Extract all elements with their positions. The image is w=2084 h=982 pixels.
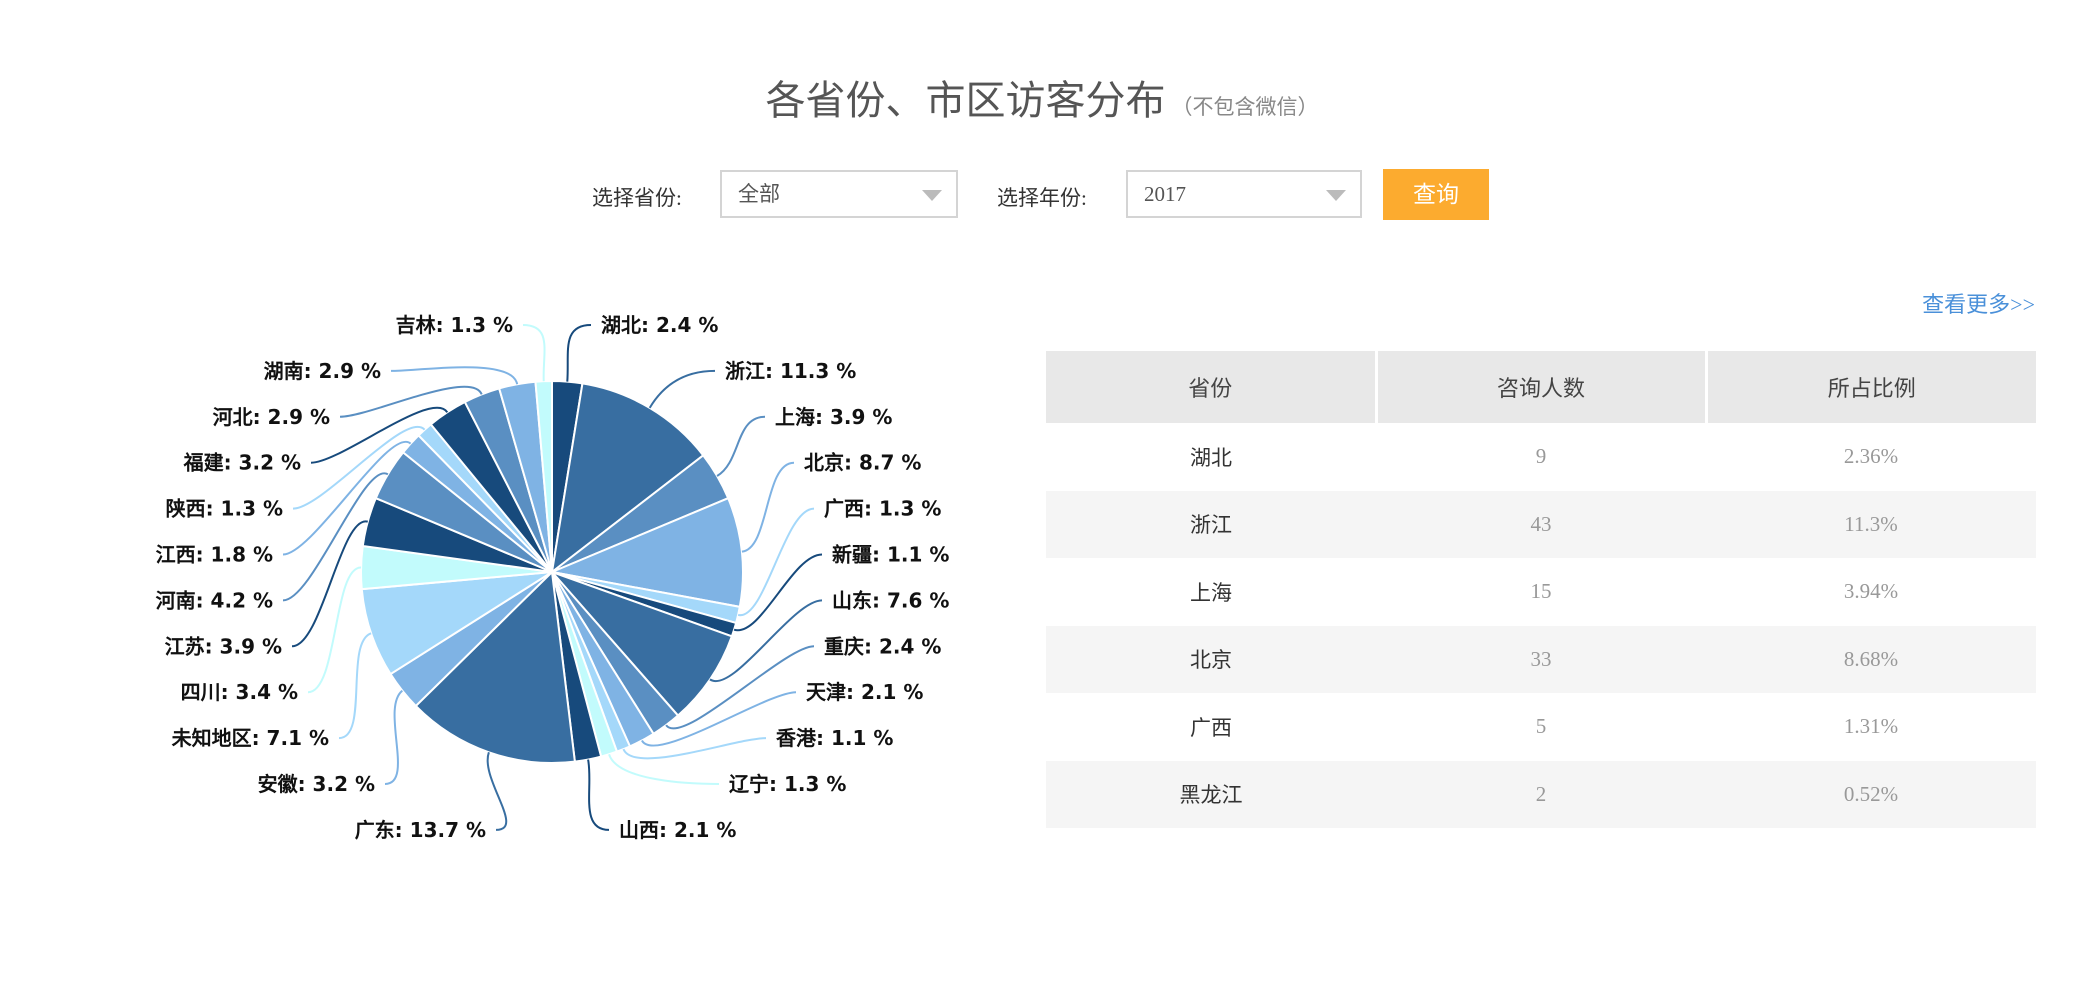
- slice-label: 未知地区: 7.1 %: [172, 726, 329, 750]
- slice-label: 山东: 7.6 %: [832, 588, 949, 612]
- view-more-link[interactable]: 查看更多>>: [1922, 292, 2035, 317]
- table-row: 湖北 9 2.36%: [1046, 423, 2036, 491]
- pie-slice-山东[interactable]: [548, 569, 734, 717]
- slice-label: 四川: 3.4 %: [181, 680, 298, 704]
- column-header: 咨询人数: [1374, 351, 1706, 423]
- slice-label: 浙江: 11.3 %: [725, 359, 856, 383]
- count-cell: 43: [1376, 490, 1706, 558]
- leader-line: [733, 553, 823, 632]
- leader-line: [338, 632, 372, 740]
- column-header: 所占比例: [1704, 351, 2036, 423]
- ratio-cell: 3.94%: [1843, 579, 1899, 604]
- slice-label: 安徽: 3.2 %: [258, 772, 375, 796]
- slice-label: 广东: 13.7 %: [355, 818, 486, 842]
- year-select-value: 2017: [1144, 182, 1186, 206]
- ratio-cell: 0.52%: [1706, 760, 2036, 828]
- leader-line: [648, 369, 716, 409]
- province-cell: 湖北: [1190, 445, 1232, 470]
- leader-line: [339, 385, 483, 418]
- title-text: 各省份、市区访客分布: [765, 78, 1166, 123]
- slice-label: 香港: 1.1 %: [776, 726, 893, 750]
- province-cell: 黑龙江: [1046, 760, 1376, 828]
- slice-label: 上海: 3.9 %: [775, 405, 892, 429]
- slice-label: 山西: 2.1 %: [619, 818, 736, 842]
- ratio-cell: 2.36%: [1843, 444, 1899, 469]
- ratio-cell: 8.68%: [1706, 625, 2036, 693]
- pie-chart: 湖北: 2.4 % 浙江: 11.3 % 上海: 3.9 % 北京: 8.7 % 广西:…: [156, 313, 950, 842]
- page-title: 各省份、市区访客分布 （不包含微信）: [0, 68, 2084, 126]
- slice-label: 河北: 2.9 %: [213, 405, 330, 429]
- chevron-down-icon: [1326, 190, 1346, 201]
- ratio-cell: 11.3%: [1706, 490, 2036, 558]
- province-select[interactable]: 全部: [720, 170, 958, 218]
- slice-label: 广西: 1.3 %: [824, 497, 941, 521]
- leader-line: [486, 751, 508, 831]
- slice-label: 江西: 1.8 %: [156, 543, 273, 567]
- column-header: 省份: [1046, 351, 1376, 423]
- table-row: 上海 15 3.94%: [1046, 558, 2036, 626]
- province-cell: 广西: [1190, 715, 1232, 740]
- leader-line: [291, 520, 369, 648]
- slice-label: 江苏: 3.9 %: [165, 634, 282, 658]
- count-cell: 9: [1535, 444, 1547, 469]
- slice-label: 天津: 2.1 %: [806, 680, 923, 704]
- leader-line: [384, 689, 404, 785]
- leader-line: [390, 366, 519, 385]
- count-cell: 2: [1376, 760, 1706, 828]
- slice-label: 新疆: 1.1 %: [832, 543, 949, 567]
- query-button[interactable]: 查询: [1383, 169, 1489, 220]
- ratio-cell: 1.31%: [1843, 714, 1899, 739]
- table-row: 北京 33 8.68%: [1046, 625, 2036, 693]
- leader-line: [282, 440, 412, 556]
- leader-line: [608, 753, 720, 785]
- count-cell: 15: [1530, 579, 1552, 604]
- slice-label: 北京: 8.7 %: [804, 451, 921, 475]
- slice-label: 福建: 3.2 %: [183, 451, 301, 475]
- pie-slice-吉林[interactable]: [534, 379, 553, 573]
- province-cell: 浙江: [1046, 490, 1376, 558]
- slice-label: 湖北: 2.4 %: [601, 313, 718, 337]
- year-label: 选择年份:: [997, 186, 1087, 210]
- province-select-value: 全部: [738, 182, 780, 206]
- count-cell: 5: [1535, 714, 1547, 739]
- slice-label: 辽宁: 1.3 %: [729, 772, 846, 796]
- leader-line: [307, 566, 362, 694]
- count-cell: 33: [1376, 625, 1706, 693]
- title-subtitle: （不包含微信）: [1171, 95, 1319, 119]
- table-row: 浙江 43 11.3%: [1046, 490, 2036, 558]
- leader-line: [716, 415, 766, 477]
- leader-line: [641, 691, 797, 747]
- table-row: 黑龙江 2 0.52%: [1046, 760, 2036, 828]
- leader-line: [741, 461, 795, 553]
- leader-line: [622, 737, 767, 760]
- province-cell: 北京: [1046, 625, 1376, 693]
- pie-slice-浙江[interactable]: [550, 382, 705, 575]
- leader-line: [587, 759, 610, 831]
- chevron-down-icon: [922, 190, 942, 201]
- table-header-row: 省份 咨询人数 所占比例: [1046, 351, 2036, 423]
- province-label: 选择省份:: [592, 186, 682, 210]
- leader-line: [709, 599, 823, 683]
- province-cell: 上海: [1190, 580, 1232, 605]
- leader-line: [566, 324, 592, 382]
- slice-label: 吉林: 1.3 %: [396, 313, 513, 337]
- year-select[interactable]: 2017: [1126, 170, 1362, 218]
- slice-label: 重庆: 2.4 %: [824, 634, 941, 658]
- leader-line: [737, 507, 815, 616]
- leader-line: [522, 324, 546, 382]
- leader-line: [292, 426, 426, 510]
- slice-label: 湖南: 2.9 %: [264, 359, 381, 383]
- leader-line: [665, 645, 815, 730]
- table-row: 广西 5 1.31%: [1046, 693, 2036, 761]
- leader-line: [282, 472, 389, 602]
- leader-line: [310, 406, 449, 464]
- slice-label: 河南: 4.2 %: [156, 588, 273, 612]
- slice-label: 陕西: 1.3 %: [166, 497, 283, 521]
- province-table: 省份 咨询人数 所占比例 湖北 9 2.36% 浙江 43 11.3% 上海 15 3.94% 北京 3…: [1046, 351, 2036, 828]
